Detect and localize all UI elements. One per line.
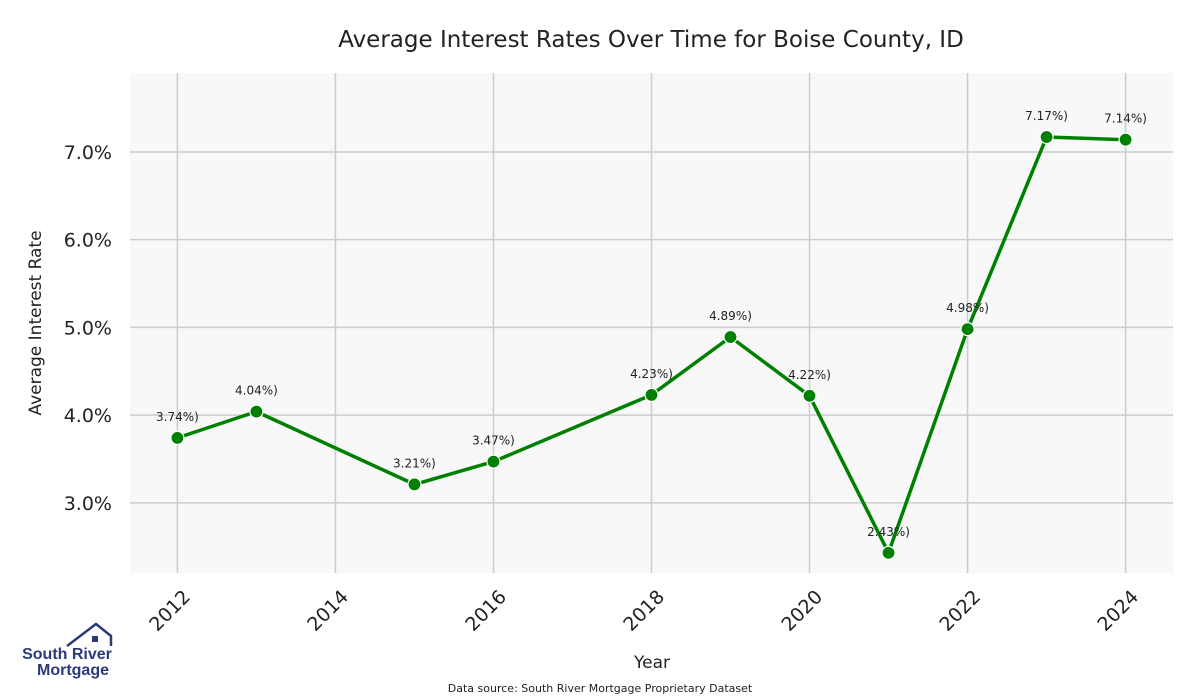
data-point: [249, 404, 264, 419]
data-label: 7.17%): [1025, 109, 1068, 123]
data-point: [1118, 132, 1133, 147]
data-point: [960, 322, 975, 337]
logo-line-2: Mortgage: [37, 662, 109, 679]
data-label: 4.22%): [788, 368, 831, 382]
x-tick-label: 2018: [619, 586, 669, 636]
company-logo: South River Mortgage: [22, 622, 113, 679]
x-axis-ticks: 2012 2014 2016 2018 2020 2022 2024: [145, 586, 1143, 636]
y-tick-label: 4.0%: [64, 405, 112, 427]
data-label: 7.14%): [1104, 112, 1147, 126]
data-label: 4.89%): [709, 309, 752, 323]
data-point: [723, 329, 738, 345]
x-tick-label: 2022: [935, 586, 985, 636]
y-axis-ticks: 3.0% 4.0% 5.0% 6.0% 7.0%: [64, 142, 112, 515]
data-point: [644, 387, 659, 403]
y-tick-label: 5.0%: [64, 317, 112, 339]
data-label: 4.23%): [630, 367, 673, 381]
grid-lines: [130, 73, 1173, 573]
x-axis-label: Year: [633, 653, 670, 673]
data-point: [407, 477, 422, 492]
data-point: [170, 430, 185, 446]
x-tick-label: 2014: [303, 586, 353, 636]
data-labels: 3.74%) 4.04%) 3.21%) 3.47%) 4.23%) 4.89%) 4.22…: [156, 109, 1147, 539]
data-label: 4.98%): [946, 301, 989, 315]
y-tick-label: 3.0%: [64, 493, 112, 515]
data-source-note: Data source: South River Mortgage Propri…: [448, 682, 753, 695]
x-tick-label: 2016: [461, 586, 511, 636]
house-window-icon: [92, 636, 98, 642]
y-tick-label: 6.0%: [64, 230, 112, 252]
x-tick-label: 2012: [145, 586, 195, 636]
x-tick-label: 2024: [1093, 586, 1143, 636]
data-label: 3.74%): [156, 410, 199, 424]
data-label: 4.04%): [235, 384, 278, 398]
chart-title: Average Interest Rates Over Time for Boi…: [338, 27, 964, 53]
data-point: [881, 545, 896, 560]
data-points: [170, 129, 1133, 560]
logo-line-1: South River: [22, 646, 112, 663]
x-tick-label: 2020: [777, 586, 827, 636]
data-label: 3.21%): [393, 456, 436, 470]
y-tick-label: 7.0%: [64, 142, 112, 164]
data-label: 3.47%): [472, 434, 515, 448]
data-point: [802, 388, 817, 403]
data-point: [486, 454, 501, 469]
data-label: 2.43%): [867, 525, 910, 539]
house-roof-icon: [66, 622, 113, 647]
y-axis-label: Average Interest Rate: [26, 230, 46, 415]
data-point: [1039, 129, 1054, 145]
